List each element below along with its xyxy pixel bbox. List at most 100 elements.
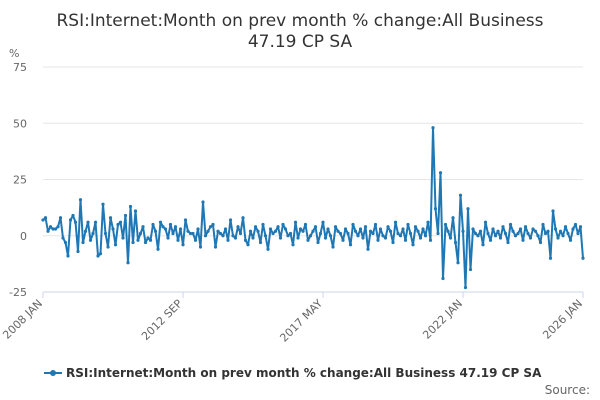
data-point[interactable] bbox=[63, 240, 68, 245]
data-point[interactable] bbox=[321, 220, 325, 224]
data-point[interactable] bbox=[311, 229, 315, 233]
data-point[interactable] bbox=[138, 231, 143, 236]
data-point[interactable] bbox=[286, 234, 290, 238]
data-point[interactable] bbox=[183, 218, 188, 222]
data-point[interactable] bbox=[448, 236, 453, 240]
data-point[interactable] bbox=[256, 229, 260, 233]
data-point[interactable] bbox=[576, 231, 580, 236]
data-point[interactable] bbox=[533, 229, 538, 233]
data-point[interactable] bbox=[566, 231, 570, 236]
data-point[interactable] bbox=[201, 200, 205, 204]
data-point[interactable] bbox=[238, 231, 243, 236]
data-point[interactable] bbox=[241, 216, 245, 220]
data-point[interactable] bbox=[541, 222, 545, 227]
data-point[interactable] bbox=[416, 229, 420, 233]
data-point[interactable] bbox=[466, 207, 470, 211]
data-point[interactable] bbox=[306, 238, 310, 242]
data-point[interactable] bbox=[531, 227, 535, 231]
data-point[interactable] bbox=[361, 236, 365, 240]
data-point[interactable] bbox=[326, 227, 330, 231]
data-point[interactable] bbox=[536, 234, 540, 238]
data-point[interactable] bbox=[408, 231, 413, 236]
data-point[interactable] bbox=[141, 225, 145, 229]
data-point[interactable] bbox=[108, 216, 113, 220]
data-point[interactable] bbox=[78, 198, 83, 202]
data-point[interactable] bbox=[343, 227, 348, 231]
data-point[interactable] bbox=[218, 231, 223, 236]
data-point[interactable] bbox=[476, 234, 480, 238]
data-point[interactable] bbox=[228, 218, 233, 222]
data-point[interactable] bbox=[123, 213, 128, 218]
data-point[interactable] bbox=[86, 220, 90, 224]
data-point[interactable] bbox=[193, 238, 198, 242]
data-point[interactable] bbox=[381, 234, 385, 238]
data-point[interactable] bbox=[433, 207, 438, 211]
data-point[interactable] bbox=[568, 238, 573, 242]
data-point[interactable] bbox=[506, 240, 510, 245]
data-point[interactable] bbox=[508, 222, 513, 227]
data-point[interactable] bbox=[403, 238, 408, 242]
data-point[interactable] bbox=[66, 254, 70, 258]
data-point[interactable] bbox=[406, 222, 410, 227]
data-point[interactable] bbox=[473, 231, 478, 236]
data-point[interactable] bbox=[166, 236, 170, 240]
data-point[interactable] bbox=[83, 229, 88, 233]
data-point[interactable] bbox=[178, 227, 183, 231]
data-point[interactable] bbox=[248, 229, 253, 233]
data-point[interactable] bbox=[98, 252, 103, 256]
data-point[interactable] bbox=[328, 234, 333, 238]
data-point[interactable] bbox=[431, 126, 435, 130]
data-point[interactable] bbox=[436, 231, 440, 236]
data-point[interactable] bbox=[146, 236, 150, 240]
data-point[interactable] bbox=[373, 222, 378, 227]
data-point[interactable] bbox=[518, 227, 523, 231]
data-point[interactable] bbox=[478, 229, 483, 233]
data-point[interactable] bbox=[253, 225, 258, 229]
data-point[interactable] bbox=[196, 227, 200, 231]
data-point[interactable] bbox=[213, 245, 218, 249]
data-point[interactable] bbox=[203, 234, 208, 238]
data-point[interactable] bbox=[378, 227, 383, 231]
data-point[interactable] bbox=[91, 231, 95, 236]
data-point[interactable] bbox=[273, 229, 278, 233]
data-point[interactable] bbox=[418, 236, 423, 240]
data-point[interactable] bbox=[88, 238, 93, 242]
data-point[interactable] bbox=[301, 229, 305, 233]
data-point[interactable] bbox=[573, 222, 578, 227]
data-point[interactable] bbox=[153, 229, 158, 233]
data-point[interactable] bbox=[168, 222, 173, 227]
data-point[interactable] bbox=[211, 222, 215, 227]
data-point[interactable] bbox=[468, 267, 473, 272]
data-point[interactable] bbox=[58, 216, 63, 220]
data-point[interactable] bbox=[128, 204, 133, 209]
data-point[interactable] bbox=[226, 238, 230, 242]
data-point[interactable] bbox=[171, 231, 175, 236]
data-point[interactable] bbox=[103, 231, 108, 236]
data-point[interactable] bbox=[56, 225, 60, 229]
data-point[interactable] bbox=[51, 227, 55, 231]
data-point[interactable] bbox=[291, 243, 295, 247]
data-point[interactable] bbox=[186, 229, 190, 233]
data-point[interactable] bbox=[421, 227, 425, 231]
data-point[interactable] bbox=[76, 249, 80, 254]
data-point[interactable] bbox=[548, 256, 553, 260]
data-point[interactable] bbox=[173, 225, 178, 229]
data-point[interactable] bbox=[46, 229, 50, 233]
data-point[interactable] bbox=[281, 222, 285, 227]
data-point[interactable] bbox=[428, 238, 433, 242]
data-point[interactable] bbox=[486, 231, 490, 236]
data-point[interactable] bbox=[181, 243, 185, 247]
data-point[interactable] bbox=[501, 225, 505, 229]
data-point[interactable] bbox=[496, 229, 500, 233]
data-point[interactable] bbox=[393, 220, 398, 224]
data-point[interactable] bbox=[571, 227, 575, 231]
data-point[interactable] bbox=[68, 218, 73, 222]
data-point[interactable] bbox=[223, 227, 228, 231]
data-point[interactable] bbox=[308, 234, 313, 238]
data-point[interactable] bbox=[526, 231, 530, 236]
data-point[interactable] bbox=[498, 236, 503, 240]
data-point[interactable] bbox=[463, 285, 468, 290]
data-point[interactable] bbox=[61, 236, 65, 240]
data-point[interactable] bbox=[383, 236, 388, 240]
data-point[interactable] bbox=[191, 231, 195, 236]
